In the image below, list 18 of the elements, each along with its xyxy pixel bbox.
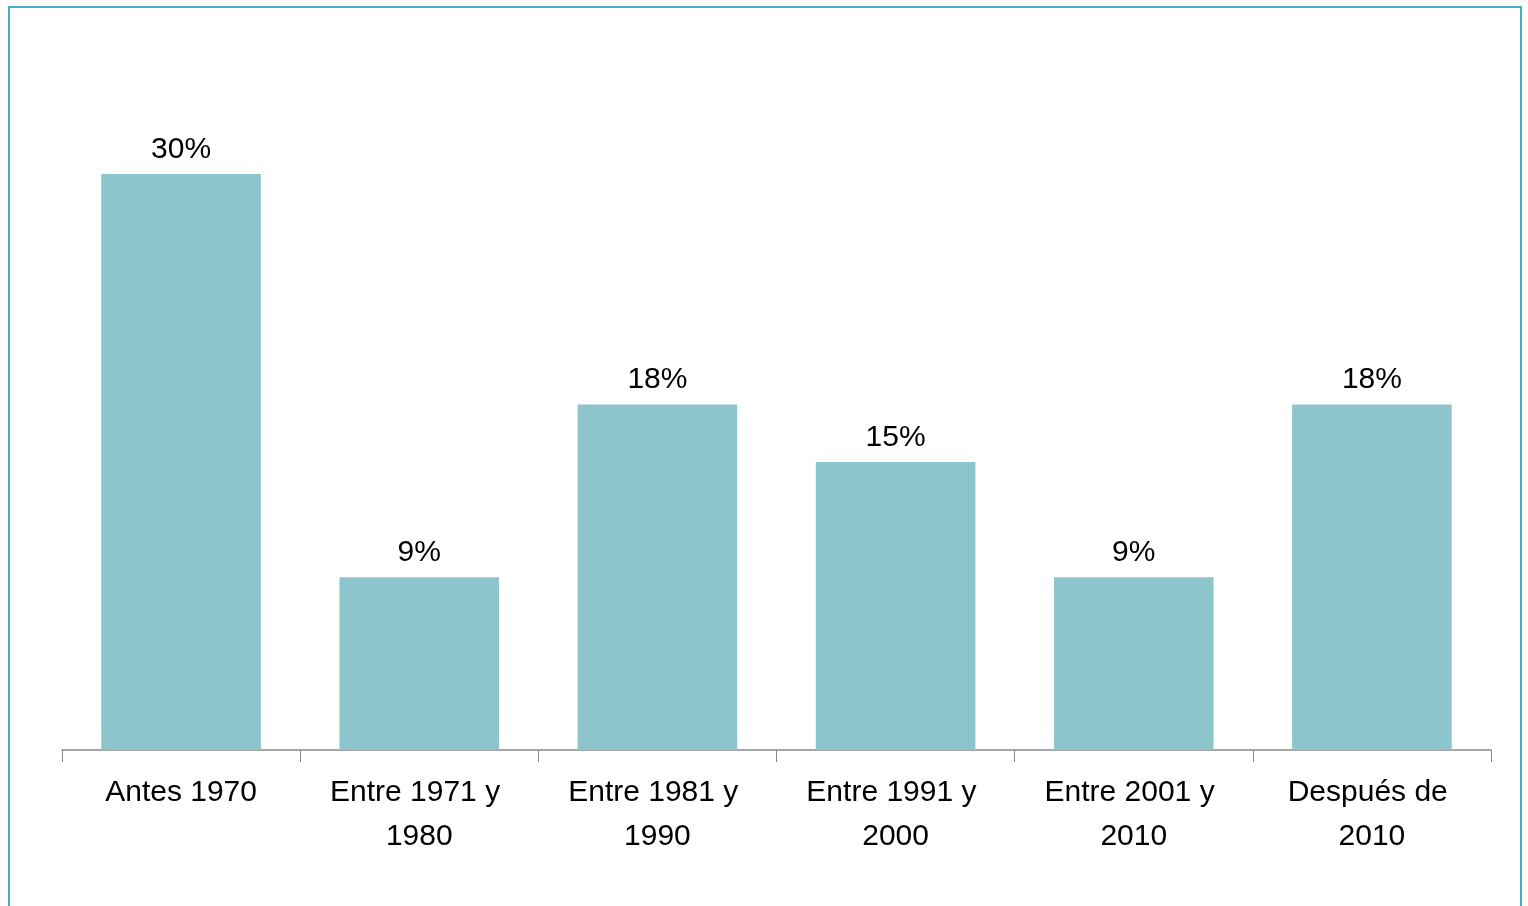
x-tick-label: Entre 2001 y 2010 <box>1044 773 1223 851</box>
x-tick-label: Entre 1981 y 1990 <box>568 773 747 851</box>
x-tick-label: Entre 1971 y 1980 <box>330 773 509 851</box>
bar <box>339 577 500 750</box>
x-tick-label: Antes 1970 <box>105 773 257 807</box>
data-label: 18% <box>1341 360 1402 394</box>
data-label: 9% <box>397 533 441 567</box>
bar <box>577 404 738 750</box>
data-label: 30% <box>151 130 212 164</box>
bar <box>101 174 261 750</box>
data-label: 9% <box>1112 533 1156 567</box>
bar <box>1292 404 1452 750</box>
x-tick-label: Después de 2010 <box>1287 773 1457 851</box>
data-label: 15% <box>865 418 926 452</box>
bar <box>815 462 976 750</box>
x-tick-label: Entre 1991 y 2000 <box>806 773 985 851</box>
bar <box>1053 577 1214 750</box>
data-label: 18% <box>627 360 688 394</box>
